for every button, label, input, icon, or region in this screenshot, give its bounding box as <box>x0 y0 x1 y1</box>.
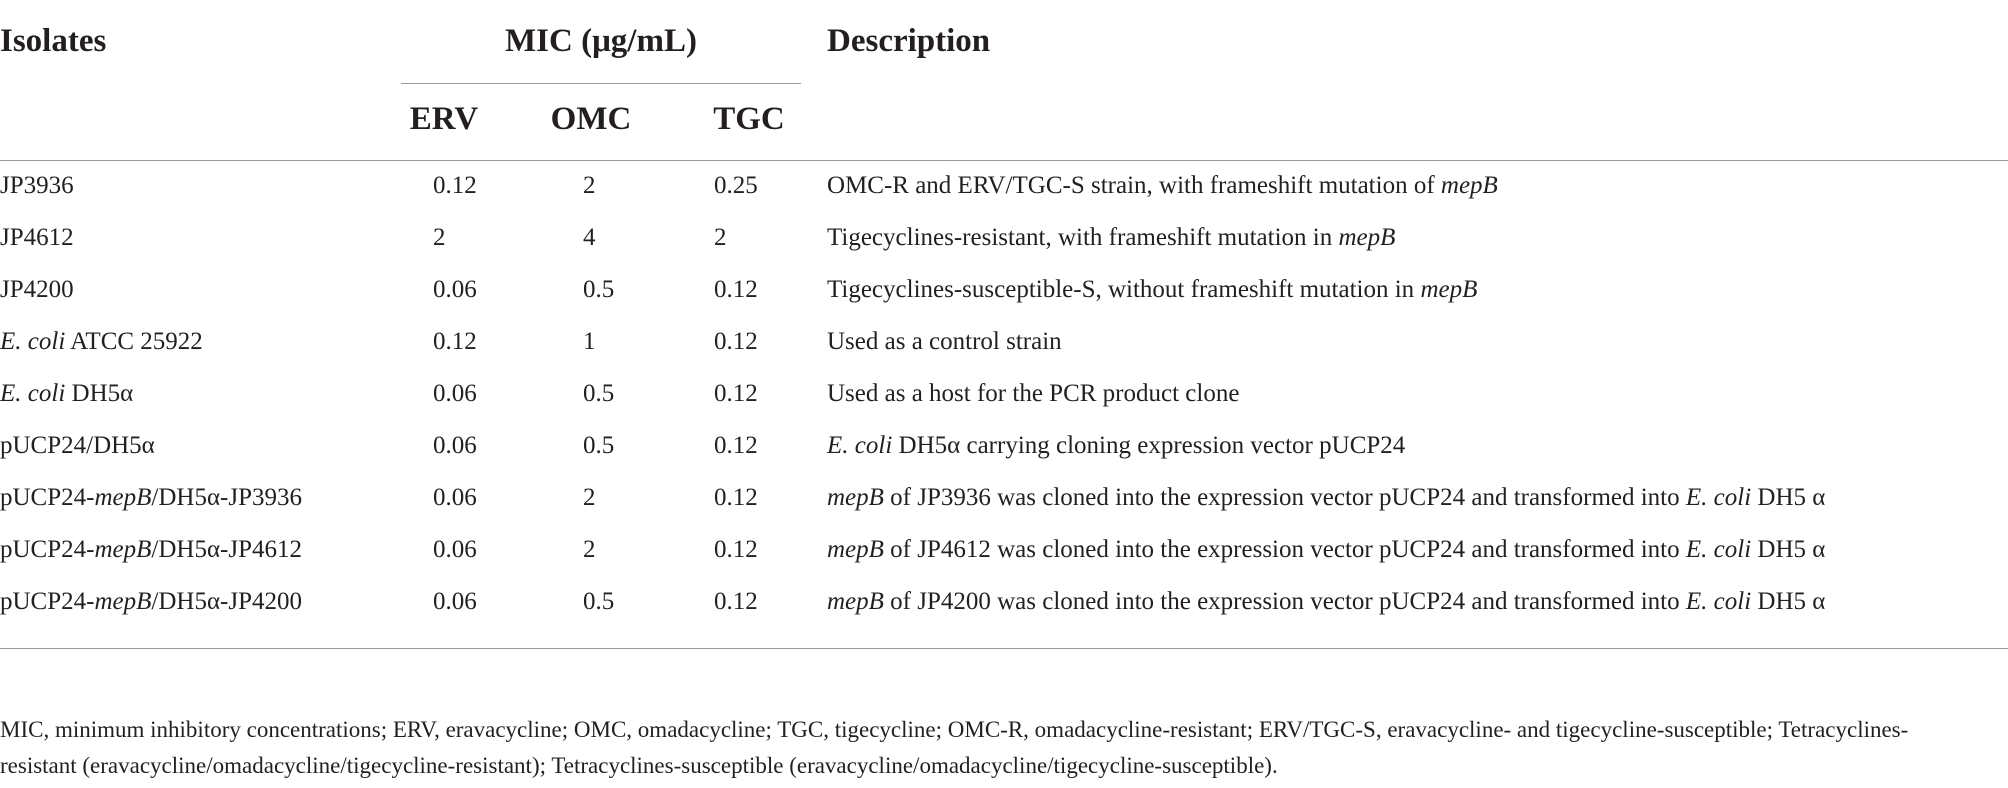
text-run: DH5 α <box>1751 588 1826 615</box>
mic-value: 0.12 <box>714 276 758 303</box>
isolate-cell: E. coli ATCC 25922 <box>0 327 203 357</box>
text-run: DH5α carrying cloning expression vector … <box>892 432 1406 459</box>
header-isolates: Isolates <box>0 23 107 59</box>
description-cell: Used as a control strain <box>827 327 1062 357</box>
mic-value: 0.06 <box>433 380 477 407</box>
mic-value: 0.5 <box>583 588 615 615</box>
mic-value: 0.12 <box>433 172 477 199</box>
text-run: ATCC 25922 <box>65 328 203 355</box>
italic-run: mepB <box>94 484 152 511</box>
italic-run: mepB <box>827 588 884 615</box>
text-run: of JP4200 was cloned into the expression… <box>883 588 1686 615</box>
text-run: JP4200 <box>0 276 74 303</box>
italic-run: E. coli <box>1685 588 1752 615</box>
header-subcolumn: TGC <box>713 101 785 137</box>
mic-value: 2 <box>583 484 596 511</box>
mic-value: 0.12 <box>714 380 758 407</box>
mic-value: 0.06 <box>433 432 477 459</box>
mic-value: 2 <box>714 224 727 251</box>
text-run: DH5 α <box>1751 484 1826 511</box>
text-run: DH5α <box>65 380 134 407</box>
text-run: OMC-R and ERV/TGC-S strain, with framesh… <box>827 172 1441 199</box>
text-run: /DH5α-JP4200 <box>151 588 303 615</box>
description-cell: mepB of JP3936 was cloned into the expre… <box>827 483 1825 513</box>
italic-run: E. coli <box>827 432 893 459</box>
description-cell: Tigecyclines-resistant, with frameshift … <box>827 223 1395 253</box>
isolate-cell: JP4612 <box>0 223 74 253</box>
mic-value: 0.12 <box>714 484 758 511</box>
text-run: /DH5α-JP3936 <box>151 484 303 511</box>
text-run: of JP4612 was cloned into the expression… <box>883 536 1686 563</box>
mic-value: 2 <box>583 172 596 199</box>
mic-value: 0.5 <box>583 380 615 407</box>
header-subcolumn: ERV <box>409 101 479 137</box>
header-mic: MIC (μg/mL) <box>505 23 697 59</box>
isolate-cell: pUCP24-mepB/DH5α-JP4200 <box>0 587 302 617</box>
mic-value: 0.12 <box>714 432 758 459</box>
text-run: pUCP24/DH5α <box>0 432 155 459</box>
isolate-cell: pUCP24/DH5α <box>0 431 155 461</box>
text-run: Tigecyclines-resistant, with frameshift … <box>827 224 1339 251</box>
bottom-rule <box>0 648 2008 649</box>
italic-run: mepB <box>1338 224 1396 251</box>
isolate-cell: JP3936 <box>0 171 74 201</box>
isolate-cell: JP4200 <box>0 275 74 305</box>
isolate-cell: pUCP24-mepB/DH5α-JP3936 <box>0 483 302 513</box>
isolate-cell: pUCP24-mepB/DH5α-JP4612 <box>0 535 302 565</box>
mic-value: 2 <box>583 536 596 563</box>
mic-rule <box>401 83 801 84</box>
text-run: Used as a control strain <box>827 328 1062 355</box>
description-cell: mepB of JP4612 was cloned into the expre… <box>827 535 1825 565</box>
italic-run: mepB <box>1420 276 1478 303</box>
text-run: pUCP24- <box>0 536 95 563</box>
mic-value: 0.12 <box>714 588 758 615</box>
italic-run: mepB <box>827 536 884 563</box>
isolate-cell: E. coli DH5α <box>0 379 133 409</box>
italic-run: mepB <box>94 588 152 615</box>
text-run: Tigecyclines-susceptible-S, without fram… <box>827 276 1421 303</box>
mic-value: 0.25 <box>714 172 758 199</box>
mic-value: 0.12 <box>714 328 758 355</box>
mic-value: 4 <box>583 224 596 251</box>
mic-value: 1 <box>583 328 596 355</box>
mic-value: 0.12 <box>433 328 477 355</box>
mic-value: 0.06 <box>433 484 477 511</box>
text-run: of JP3936 was cloned into the expression… <box>883 484 1686 511</box>
description-cell: Used as a host for the PCR product clone <box>827 379 1239 409</box>
footnote: MIC, minimum inhibitory concentrations; … <box>0 717 1909 778</box>
italic-run: E. coli <box>1685 484 1752 511</box>
description-cell: OMC-R and ERV/TGC-S strain, with framesh… <box>827 171 1498 201</box>
italic-run: E. coli <box>1685 536 1752 563</box>
italic-run: E. coli <box>0 328 66 355</box>
mic-value: 0.06 <box>433 276 477 303</box>
mic-value: 0.06 <box>433 536 477 563</box>
italic-run: E. coli <box>0 380 66 407</box>
text-run: JP4612 <box>0 224 74 251</box>
text-run: JP3936 <box>0 172 74 199</box>
description-cell: mepB of JP4200 was cloned into the expre… <box>827 587 1825 617</box>
italic-run: mepB <box>827 484 884 511</box>
text-run: DH5 α <box>1751 536 1826 563</box>
text-run: pUCP24- <box>0 484 95 511</box>
text-run: /DH5α-JP4612 <box>151 536 303 563</box>
header-description: Description <box>827 23 991 59</box>
header-subcolumn: OMC <box>550 101 632 137</box>
description-cell: Tigecyclines-susceptible-S, without fram… <box>827 275 1477 305</box>
text-run: Used as a host for the PCR product clone <box>827 380 1240 407</box>
mic-value: 0.12 <box>714 536 758 563</box>
italic-run: mepB <box>94 536 152 563</box>
mic-value: 0.5 <box>583 432 615 459</box>
description-cell: E. coli DH5α carrying cloning expression… <box>827 431 1405 461</box>
italic-run: mepB <box>1440 172 1498 199</box>
mic-value: 0.06 <box>433 588 477 615</box>
mic-value: 0.5 <box>583 276 615 303</box>
header-rule <box>0 160 2008 161</box>
text-run: pUCP24- <box>0 588 95 615</box>
mic-value: 2 <box>433 224 446 251</box>
